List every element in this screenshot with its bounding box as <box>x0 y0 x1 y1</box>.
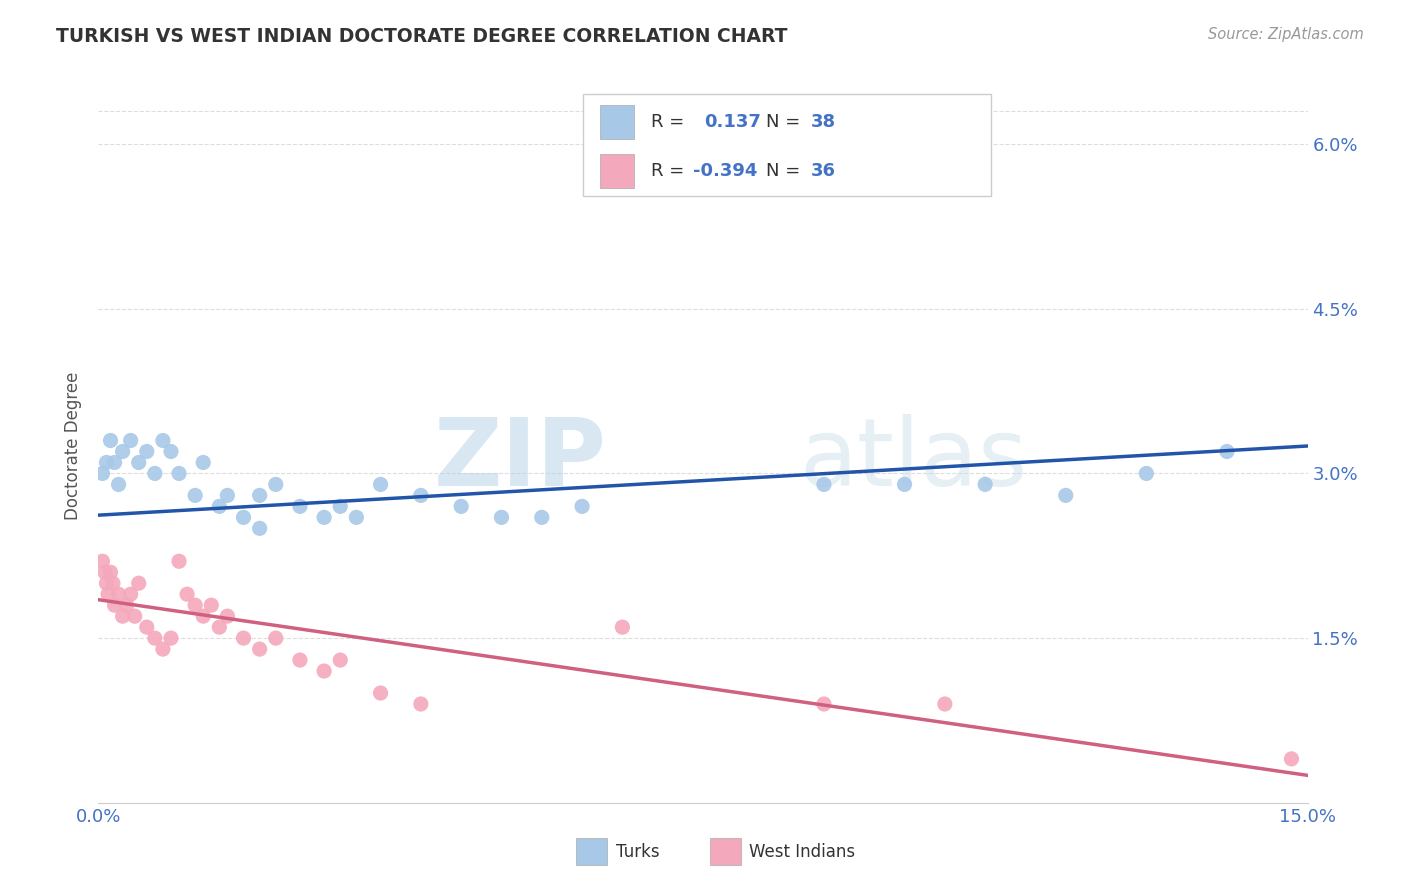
Point <box>193 455 215 469</box>
Point <box>329 653 352 667</box>
Point <box>128 455 150 469</box>
Point <box>97 587 120 601</box>
Point <box>184 488 207 502</box>
Point <box>264 631 287 645</box>
Point <box>491 510 513 524</box>
Point <box>208 500 231 514</box>
Point <box>329 500 352 514</box>
Point <box>152 642 174 657</box>
Point <box>120 434 142 448</box>
Point <box>612 620 634 634</box>
Point <box>124 609 146 624</box>
Point <box>107 477 129 491</box>
Point <box>409 488 432 502</box>
Point <box>176 587 198 601</box>
Point <box>135 620 157 634</box>
Point <box>1281 752 1303 766</box>
Point <box>100 434 122 448</box>
Y-axis label: Doctorate Degree: Doctorate Degree <box>65 372 83 520</box>
Text: West Indians: West Indians <box>749 843 855 861</box>
Point <box>167 554 190 568</box>
Point <box>160 444 183 458</box>
Point <box>314 510 336 524</box>
Point <box>217 609 239 624</box>
Point <box>96 455 118 469</box>
Point <box>135 444 157 458</box>
Point <box>974 477 997 491</box>
Point <box>571 500 593 514</box>
Point <box>152 434 174 448</box>
Point <box>344 510 367 524</box>
Text: R =: R = <box>651 161 690 179</box>
Text: ZIP: ZIP <box>433 414 606 507</box>
Point <box>409 697 432 711</box>
Point <box>530 510 553 524</box>
Point <box>450 500 472 514</box>
Text: N =: N = <box>766 113 806 131</box>
Point <box>160 631 183 645</box>
Point <box>143 631 166 645</box>
Point <box>370 477 392 491</box>
Point <box>143 467 166 481</box>
Point <box>264 477 287 491</box>
Text: 0.137: 0.137 <box>704 113 761 131</box>
Point <box>853 169 876 184</box>
Point <box>184 598 207 612</box>
Text: Source: ZipAtlas.com: Source: ZipAtlas.com <box>1208 27 1364 42</box>
Point <box>167 467 190 481</box>
Point <box>111 444 134 458</box>
Point <box>288 500 311 514</box>
Point <box>101 576 124 591</box>
Point <box>249 521 271 535</box>
Point <box>100 566 122 580</box>
Point <box>1135 467 1157 481</box>
Point <box>1216 444 1239 458</box>
Point <box>249 642 271 657</box>
Text: atlas: atlas <box>800 414 1028 507</box>
Point <box>91 467 114 481</box>
Text: R =: R = <box>651 113 690 131</box>
Point <box>232 631 254 645</box>
Point <box>115 598 138 612</box>
Point <box>1054 488 1077 502</box>
Point <box>200 598 222 612</box>
Point <box>208 620 231 634</box>
Text: 36: 36 <box>811 161 837 179</box>
Point <box>232 510 254 524</box>
Point <box>193 609 215 624</box>
Text: N =: N = <box>766 161 806 179</box>
Point <box>217 488 239 502</box>
Point <box>94 566 117 580</box>
Point <box>813 477 835 491</box>
Point <box>128 576 150 591</box>
Point <box>107 587 129 601</box>
Point <box>249 488 271 502</box>
Point <box>103 598 125 612</box>
Point <box>103 455 125 469</box>
Text: 38: 38 <box>811 113 837 131</box>
Text: TURKISH VS WEST INDIAN DOCTORATE DEGREE CORRELATION CHART: TURKISH VS WEST INDIAN DOCTORATE DEGREE … <box>56 27 787 45</box>
Text: -0.394: -0.394 <box>693 161 758 179</box>
Point <box>370 686 392 700</box>
Point <box>91 554 114 568</box>
Text: Turks: Turks <box>616 843 659 861</box>
Point <box>934 697 956 711</box>
Point <box>893 477 915 491</box>
Point <box>288 653 311 667</box>
Point <box>314 664 336 678</box>
Point <box>96 576 118 591</box>
Point <box>813 697 835 711</box>
Point <box>111 609 134 624</box>
Point <box>120 587 142 601</box>
